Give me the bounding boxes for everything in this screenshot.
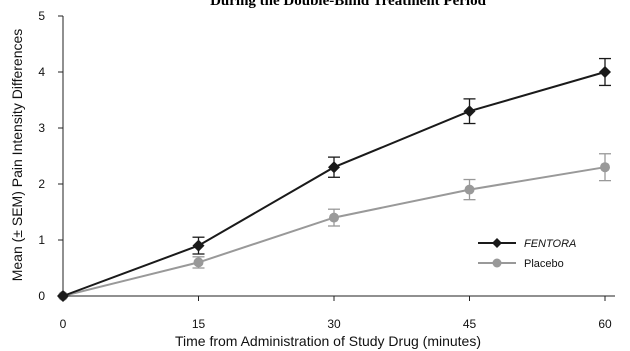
axes [62, 16, 615, 297]
y-axis-label: Mean (± SEM) Pain Intensity Differences [9, 29, 25, 282]
data-point [57, 290, 69, 302]
y-tick-label: 5 [38, 9, 45, 23]
data-point [464, 184, 475, 195]
legend-label: Placebo [524, 258, 564, 270]
y-tick-label: 1 [38, 233, 45, 247]
y-tick-label: 4 [38, 65, 45, 79]
legend-item: Placebo [478, 258, 564, 270]
series-fentora [57, 57, 611, 302]
x-tick-label: 45 [463, 317, 477, 331]
series-layer [57, 57, 611, 302]
legend-item: FENTORA [478, 238, 576, 250]
legend: FENTORA Placebo [478, 238, 576, 270]
legend-label: FENTORA [524, 238, 576, 250]
legend-swatch-marker [492, 238, 502, 248]
chart-title: During the Double-Blind Treatment Period [210, 0, 486, 9]
data-point [192, 239, 205, 252]
x-tick-label: 60 [598, 317, 612, 331]
series-line [62, 166, 606, 297]
x-tick-label: 0 [60, 317, 67, 331]
data-point [328, 161, 340, 174]
data-point [600, 162, 610, 173]
data-point [463, 105, 476, 118]
x-ticks: 0 15 30 45 60 [60, 296, 612, 331]
x-axis-label: Time from Administration of Study Drug (… [175, 333, 481, 349]
data-point [599, 66, 611, 78]
data-point [193, 257, 204, 268]
x-tick-label: 15 [192, 317, 206, 331]
y-tick-label: 3 [38, 121, 45, 135]
x-tick-label: 30 [327, 317, 341, 331]
y-tick-label: 0 [38, 289, 45, 303]
y-ticks: 0 1 2 3 4 5 [38, 9, 63, 303]
y-tick-label: 2 [38, 177, 45, 191]
legend-swatch-marker [492, 258, 502, 268]
data-point [329, 212, 339, 223]
